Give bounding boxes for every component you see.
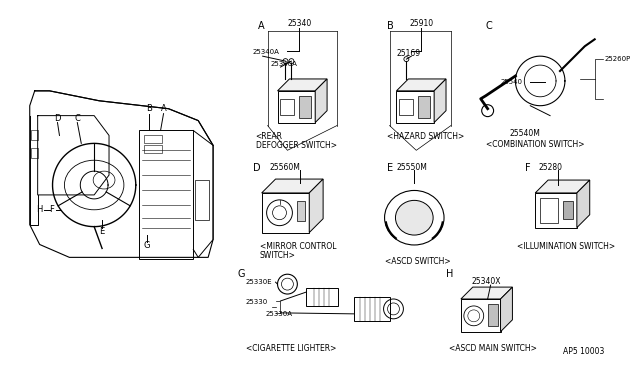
Bar <box>419 96 430 118</box>
Text: 25280: 25280 <box>538 163 562 172</box>
Text: G: G <box>143 241 150 250</box>
Bar <box>144 135 161 143</box>
Text: H: H <box>36 205 43 214</box>
Bar <box>307 288 338 306</box>
Text: 25340: 25340 <box>287 19 312 29</box>
Text: 25540: 25540 <box>500 79 522 85</box>
Bar <box>280 99 294 115</box>
Text: E: E <box>99 227 105 236</box>
Bar <box>262 193 309 232</box>
Text: <REAR: <REAR <box>256 132 283 141</box>
Ellipse shape <box>65 160 124 210</box>
Ellipse shape <box>396 201 433 235</box>
Text: 25550M: 25550M <box>396 163 428 172</box>
Bar <box>354 297 390 321</box>
Polygon shape <box>535 180 589 193</box>
Polygon shape <box>309 179 323 232</box>
Text: <ILLUMINATION SWITCH>: <ILLUMINATION SWITCH> <box>517 241 616 250</box>
Text: F: F <box>49 205 54 214</box>
Text: B: B <box>387 22 394 32</box>
Polygon shape <box>396 79 446 91</box>
Bar <box>144 145 161 153</box>
Text: 25540M: 25540M <box>510 128 541 138</box>
Text: <COMBINATION SWITCH>: <COMBINATION SWITCH> <box>486 140 584 150</box>
Ellipse shape <box>93 171 115 189</box>
Text: A: A <box>161 104 166 113</box>
Text: C: C <box>74 114 80 123</box>
Text: G: G <box>238 269 245 279</box>
Polygon shape <box>500 287 513 332</box>
Text: 25910: 25910 <box>409 19 433 29</box>
Bar <box>195 180 209 220</box>
Text: <ASCD MAIN SWITCH>: <ASCD MAIN SWITCH> <box>449 344 537 353</box>
Bar <box>139 131 193 259</box>
Text: AP5 10003: AP5 10003 <box>563 347 605 356</box>
Bar <box>298 201 305 221</box>
Polygon shape <box>278 79 327 91</box>
Text: F: F <box>525 163 531 173</box>
Bar <box>396 91 434 122</box>
Text: DEFOGGER SWITCH>: DEFOGGER SWITCH> <box>256 141 337 150</box>
Text: C: C <box>486 22 492 32</box>
Text: D: D <box>253 163 260 173</box>
Text: 25340A: 25340A <box>271 61 298 67</box>
Bar <box>535 193 577 228</box>
Text: A: A <box>258 22 264 32</box>
Bar <box>31 148 38 158</box>
Ellipse shape <box>385 190 444 245</box>
Text: E: E <box>387 163 393 173</box>
Text: D: D <box>54 114 61 123</box>
Text: <HAZARD SWITCH>: <HAZARD SWITCH> <box>387 132 464 141</box>
Text: 25340A: 25340A <box>253 49 280 55</box>
Text: 25340X: 25340X <box>472 277 501 286</box>
Bar <box>540 198 558 223</box>
Bar <box>461 299 500 332</box>
Text: <CIGARETTE LIGHTER>: <CIGARETTE LIGHTER> <box>246 344 336 353</box>
Bar <box>399 99 413 115</box>
Text: 25169: 25169 <box>396 49 420 58</box>
Bar <box>278 91 315 122</box>
Polygon shape <box>434 79 446 122</box>
Bar <box>488 304 497 326</box>
Text: <MIRROR CONTROL: <MIRROR CONTROL <box>260 241 336 250</box>
Text: 25330E: 25330E <box>246 279 273 285</box>
Polygon shape <box>315 79 327 122</box>
Text: SWITCH>: SWITCH> <box>260 251 296 260</box>
Bar <box>563 201 573 219</box>
Polygon shape <box>262 179 323 193</box>
Bar <box>300 96 311 118</box>
Text: <ASCD SWITCH>: <ASCD SWITCH> <box>385 257 450 266</box>
Text: B: B <box>146 104 152 113</box>
Text: 25560M: 25560M <box>269 163 300 172</box>
Text: H: H <box>446 269 453 279</box>
Bar <box>31 131 38 140</box>
Text: 25330A: 25330A <box>266 311 292 317</box>
Text: 25260P: 25260P <box>605 56 631 62</box>
Text: 25330: 25330 <box>246 299 268 305</box>
Polygon shape <box>577 180 589 228</box>
Polygon shape <box>461 287 513 299</box>
